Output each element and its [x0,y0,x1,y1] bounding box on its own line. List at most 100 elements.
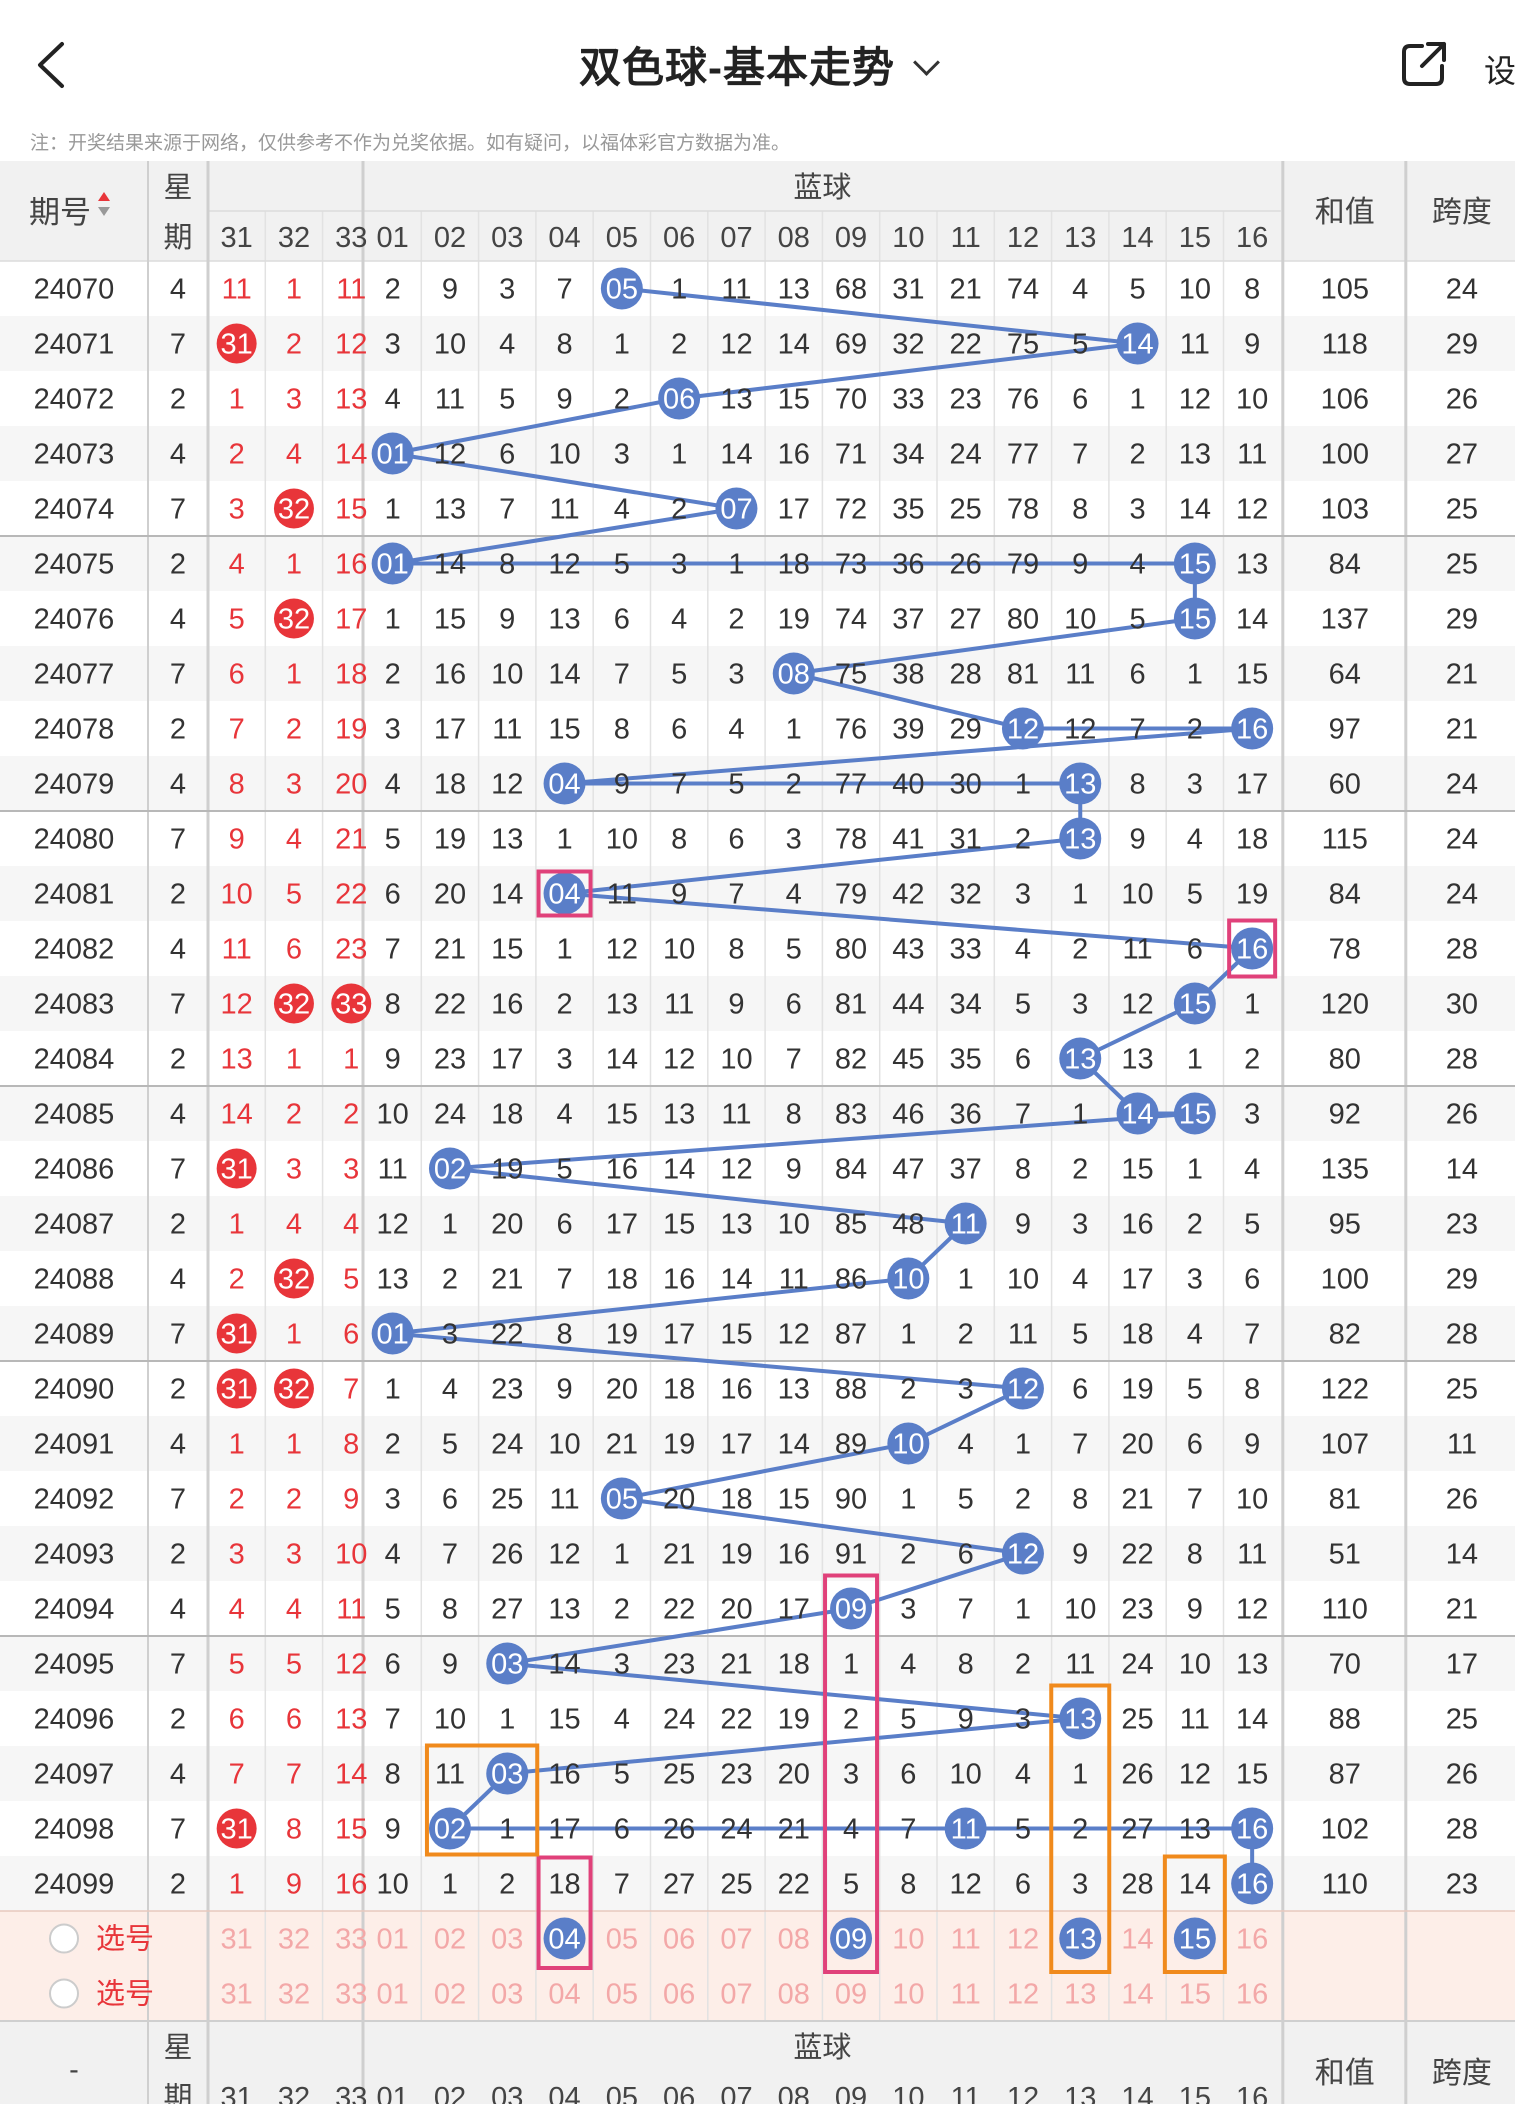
row-sum: 81 [1329,1484,1361,1516]
selected-blue-ball[interactable] [1059,1917,1102,1960]
select-blue-number[interactable]: 02 [434,1979,466,2011]
select-blue-number[interactable]: 01 [377,1979,409,2011]
row-sum: 88 [1329,1704,1361,1736]
week-omit-value: 4 [343,1209,359,1241]
select-blue-number[interactable]: 14 [1121,1924,1153,1956]
select-blue-number[interactable]: 06 [663,1979,695,2011]
omit-value: 15 [1121,1154,1153,1186]
select-blue-number[interactable]: 02 [434,1924,466,1956]
row-span: 23 [1446,1209,1478,1241]
week-omit-value: 9 [286,1869,302,1901]
omit-value: 3 [671,549,687,581]
header-blue-col: 07 [720,222,752,254]
omit-value: 6 [1072,1374,1088,1406]
select-blue-number[interactable]: 11 [951,1924,981,1956]
select-blue-number[interactable]: 13 [1064,1979,1096,2011]
select-label[interactable]: 选号 [96,1978,154,2011]
select-week-number[interactable]: 31 [221,1979,253,2011]
selected-blue-ball[interactable] [830,1917,873,1960]
footer-blue-col: 05 [606,2082,638,2104]
omit-value: 88 [835,1374,867,1406]
omit-value: 22 [491,1319,523,1351]
week-omit-value: 7 [286,1759,302,1791]
select-blue-number[interactable]: 12 [1007,1924,1039,1956]
omit-value: 4 [385,769,401,801]
row-sum: 97 [1329,714,1361,746]
omit-value: 12 [491,769,523,801]
omit-value: 9 [1244,1429,1260,1461]
row-sum: 84 [1329,879,1361,911]
select-week-number[interactable]: 32 [278,1979,310,2011]
select-blue-number[interactable]: 05 [606,1979,638,2011]
back-arrow-icon[interactable] [28,38,78,92]
omit-value: 11 [435,384,465,416]
selected-blue-number: 13 [1064,1924,1096,1956]
blue-ball [1173,982,1216,1025]
select-blue-number[interactable]: 06 [663,1924,695,1956]
row-span: 25 [1446,1704,1478,1736]
select-blue-number[interactable]: 14 [1121,1979,1153,2011]
select-week-number[interactable]: 33 [335,1979,367,2011]
select-blue-number[interactable]: 01 [377,1924,409,1956]
row-week: 4 [170,1264,186,1296]
week-omit-value: 3 [343,1154,359,1186]
row-week: 4 [170,1429,186,1461]
week-omit-value: 1 [229,1429,245,1461]
select-week-number[interactable]: 32 [278,1924,310,1956]
omit-value: 3 [786,824,802,856]
select-blue-number[interactable]: 10 [892,1924,924,1956]
select-blue-number[interactable]: 16 [1236,1979,1268,2011]
select-blue-number[interactable]: 11 [951,1979,981,2011]
select-blue-number[interactable]: 05 [606,1924,638,1956]
row-span: 11 [1447,1429,1477,1461]
select-label[interactable]: 选号 [96,1923,154,1956]
omit-value: 8 [1072,1484,1088,1516]
select-blue-number[interactable]: 03 [491,1924,523,1956]
settings-button[interactable]: 设 [1484,53,1515,89]
page-title[interactable]: 双色球-基本走势 [0,34,1515,95]
select-blue-number[interactable]: 08 [778,1924,810,1956]
omit-value: 27 [663,1869,695,1901]
select-week-number[interactable]: 33 [335,1924,367,1956]
footer-blue-col: 02 [434,2082,466,2104]
omit-value: 76 [835,714,867,746]
blue-ball [428,1147,471,1190]
row-sum: 82 [1329,1319,1361,1351]
blue-ball [1059,1037,1102,1080]
row-span: 23 [1446,1869,1478,1901]
select-week-number[interactable]: 31 [221,1924,253,1956]
select-blue-number[interactable]: 08 [778,1979,810,2011]
omit-value: 1 [900,1319,916,1351]
select-blue-number[interactable]: 07 [720,1979,752,2011]
select-blue-number[interactable]: 04 [548,1979,580,2011]
select-blue-number[interactable]: 09 [835,1979,867,2011]
red-ball-number: 32 [278,989,310,1021]
select-blue-number[interactable]: 07 [720,1924,752,1956]
share-icon[interactable] [1400,40,1448,88]
select-radio[interactable] [49,1978,79,2009]
omit-value: 13 [491,824,523,856]
row-issue: 24075 [34,549,115,581]
blue-ball-number: 07 [720,494,752,526]
selected-blue-ball[interactable] [543,1917,586,1960]
omit-value: 7 [385,934,401,966]
select-blue-number[interactable]: 16 [1236,1924,1268,1956]
table-row: 24081 2 10 5 22 6 20 14 04 11 9 7 4 79 42 32 3 1 10 5 19 84 24 [34,872,1478,915]
select-radio[interactable] [49,1923,79,1954]
select-blue-number[interactable]: 12 [1007,1979,1039,2011]
row-week: 7 [170,824,186,856]
footer-blue-col: 06 [663,2082,695,2104]
blue-ball-number: 16 [1236,934,1268,966]
red-ball-number: 31 [221,1319,253,1351]
omit-value: 15 [1236,1759,1268,1791]
omit-value: 8 [671,824,687,856]
select-blue-number[interactable]: 03 [491,1979,523,2011]
omit-value: 9 [1072,1539,1088,1571]
footer-blue-group: 蓝球 [793,2031,851,2064]
omit-value: 14 [1179,1869,1211,1901]
select-blue-number[interactable]: 10 [892,1979,924,2011]
row-sum: 118 [1322,329,1368,361]
selected-blue-ball[interactable] [1173,1917,1216,1960]
omit-value: 14 [778,1429,810,1461]
select-blue-number[interactable]: 15 [1179,1979,1211,2011]
